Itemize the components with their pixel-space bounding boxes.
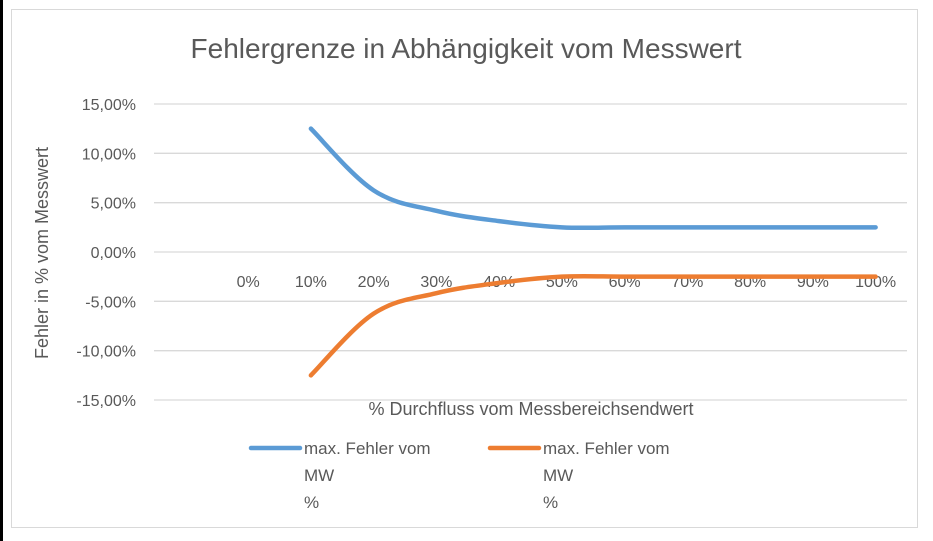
legend-label: max. Fehler vom [304, 439, 431, 458]
legend-item-2[interactable]: max. Fehler vom MW% [487, 439, 670, 512]
legend-item-1[interactable]: max. Fehler vom MW% [248, 439, 431, 512]
series-line-1[interactable] [308, 126, 878, 231]
x-tick-label: 30% [420, 274, 452, 291]
window-edge [0, 0, 3, 541]
legend-label: % [543, 493, 558, 512]
chart-title: Fehlergrenze in Abhängigkeit vom Messwer… [191, 33, 742, 64]
y-tick-label: 10,00% [82, 146, 136, 163]
y-tick-label: -5,00% [85, 294, 136, 311]
legend-label: max. Fehler vom [543, 439, 670, 458]
chart-area[interactable] [11, 9, 918, 528]
series-lines [308, 126, 878, 378]
x-axis-title: % Durchfluss vom Messbereichsendwert [368, 399, 693, 419]
legend-label: % [304, 493, 319, 512]
series-line-2[interactable] [308, 273, 878, 378]
legend-label: MW [543, 466, 573, 485]
x-tick-label: 20% [358, 274, 390, 291]
y-tick-label: 15,00% [82, 97, 136, 114]
x-tick-label: 0% [237, 274, 260, 291]
y-tick-label: -15,00% [76, 393, 136, 410]
y-tick-label: 0,00% [91, 245, 136, 262]
legend: max. Fehler vom MW% max. Fehler vom MW% [248, 439, 670, 512]
y-axis-tick-labels: 15,00% 10,00% 5,00% 0,00% -5,00% -10,00% -15,0… [76, 97, 136, 410]
gridlines [154, 103, 907, 401]
y-axis-title: Fehler in % vom Messwert [32, 147, 52, 359]
x-tick-label: 10% [295, 274, 327, 291]
y-tick-label: -10,00% [76, 344, 136, 361]
y-tick-label: 5,00% [91, 196, 136, 213]
legend-label: MW [304, 466, 334, 485]
